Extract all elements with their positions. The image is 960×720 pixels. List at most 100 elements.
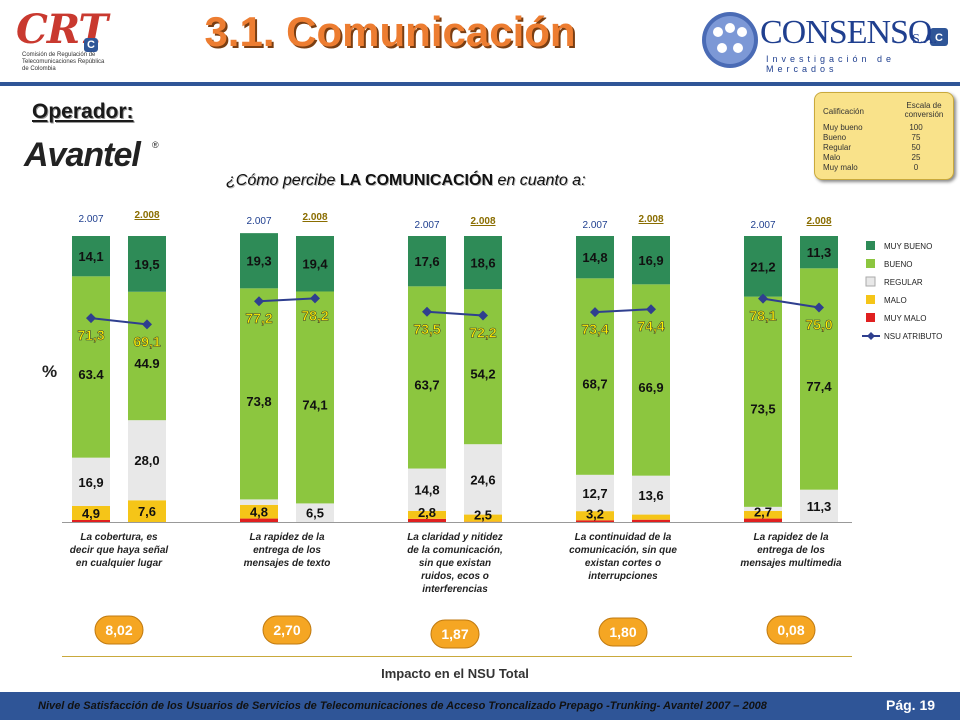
bar-segment-regular [296,503,334,522]
consenso-logo: C [700,10,950,74]
rating-label: Malo [823,153,841,162]
bar-year-label: 2.007 [414,220,439,231]
bar-segment-regular [72,457,110,506]
bar-segment-regular [464,444,502,515]
bar-segment-bueno [128,291,166,421]
bar-segment-regular [408,468,446,511]
rating-value: 75 [911,133,921,142]
bar-segment-malo [128,500,166,522]
impact-badge [94,615,144,645]
data-label-bueno: 66,9 [638,380,663,395]
category-label: La continuidad de la comunicación, sin qu… [569,532,677,582]
bar-year-label: 2.007 [246,216,271,227]
data-label-regular: 13,6 [638,488,663,503]
nsu-point [86,313,96,324]
data-label-nsu: 69,1 [133,333,160,349]
bar-segment-muy-bueno [240,233,278,289]
impact-badge [766,615,816,645]
bar-year-label: 2.008 [806,216,831,227]
page-number: Pág. 19 [886,697,936,713]
bar-year-label: 2.007 [582,220,607,231]
rating-scale-row: Muy bueno 100 [823,123,947,132]
consenso-suffix: S.A. [912,32,937,47]
bar-segment-muy-bueno [464,236,502,290]
bar-year-label: 2.008 [134,210,159,221]
operator-logo: Avantel [24,136,141,174]
impact-badge [598,617,648,647]
bar-segment-regular [632,475,670,515]
bar-segment-malo [744,510,782,519]
operator-label: Operador: [32,100,134,123]
bar-segment-muy-malo [576,520,614,522]
rating-label: Muy bueno [823,123,863,132]
rating-value: 25 [911,153,921,162]
bar-segment-muy-bueno [296,236,334,292]
nsu-point [758,293,768,304]
category-label: La rapidez de la entrega de los mensajes d… [244,532,331,569]
cc-badge-icon: C [930,28,948,46]
bar-segment-muy-bueno [632,236,670,285]
data-label-nsu: 71,3 [77,327,104,343]
bar-segment-bueno [72,276,110,458]
footer-bar [0,692,960,720]
data-label-bueno: 68,7 [582,377,607,392]
rating-value: 50 [911,143,921,152]
bar-segment-muy-malo [240,518,278,522]
data-label-bueno: 63.4 [78,367,104,382]
bar-segment-malo [576,511,614,521]
data-label-malo: 2,5 [474,508,492,523]
nsu-line [762,297,820,309]
data-label-malo: 7,6 [138,504,156,519]
bar-segment-muy-malo [72,519,110,522]
data-label-nsu: 73,4 [581,321,608,337]
category-label: La claridad y nitidez de la comunicación,… [407,532,503,595]
category-label: La rapidez de la entrega de los mensajes m… [740,532,842,569]
data-label-bueno: 63,7 [414,377,439,392]
bar-segment-muy-bueno [576,236,614,279]
legend-label: MUY MALO [884,314,927,323]
legend-swatch [866,241,875,250]
data-label-muy-bueno: 19,4 [302,257,328,272]
question-suffix: en cuanto a: [493,172,586,189]
nsu-line [90,317,148,326]
data-label-nsu: 72,2 [469,325,496,341]
legend-label: REGULAR [884,278,923,287]
bar-segment-bueno [296,291,334,504]
nsu-point [422,306,432,317]
bar-segment-muy-bueno [800,236,838,269]
data-label-bueno: 73,5 [750,402,775,417]
legend-swatch [866,313,875,322]
globe-people-icon [702,12,758,68]
category-label: La cobertura, es decir que haya señal en c… [70,532,169,569]
bar-segment-muy-malo [408,518,446,522]
impact-value: 1,80 [609,624,636,640]
impact-value: 1,87 [441,626,468,642]
impact-badge [430,619,480,649]
data-label-regular: 14,8 [414,483,439,498]
legend-swatch [866,259,875,268]
nsu-point [646,304,656,315]
legend-swatch-point [867,332,875,340]
bar-segment-muy-bueno [72,236,110,277]
bar-segment-malo [464,514,502,522]
bar-segment-bueno [240,288,278,500]
data-label-bueno: 54,2 [470,367,495,382]
data-label-muy-bueno: 18,6 [470,256,495,271]
bar-segment-muy-bueno [408,236,446,287]
rating-label: Regular [823,143,852,152]
nsu-point [254,296,264,307]
footer-text: Nivel de Satisfacción de los Usuarios de… [38,700,767,712]
data-label-muy-bueno: 14,8 [582,250,607,265]
rating-label: Bueno [823,133,847,142]
impact-value: 2,70 [273,622,300,638]
data-label-regular: 11,3 [807,499,832,514]
nsu-point [814,302,824,313]
bar-year-label: 2.008 [638,214,663,225]
bar-year-label: 2.007 [78,214,103,225]
data-label-nsu: 75,0 [805,317,832,333]
data-label-muy-bueno: 11,3 [807,245,832,260]
question-emphasis: LA COMUNICACIÓN [339,172,493,189]
data-label-muy-bueno: 21,2 [750,259,775,274]
rating-value: 0 [913,163,919,172]
